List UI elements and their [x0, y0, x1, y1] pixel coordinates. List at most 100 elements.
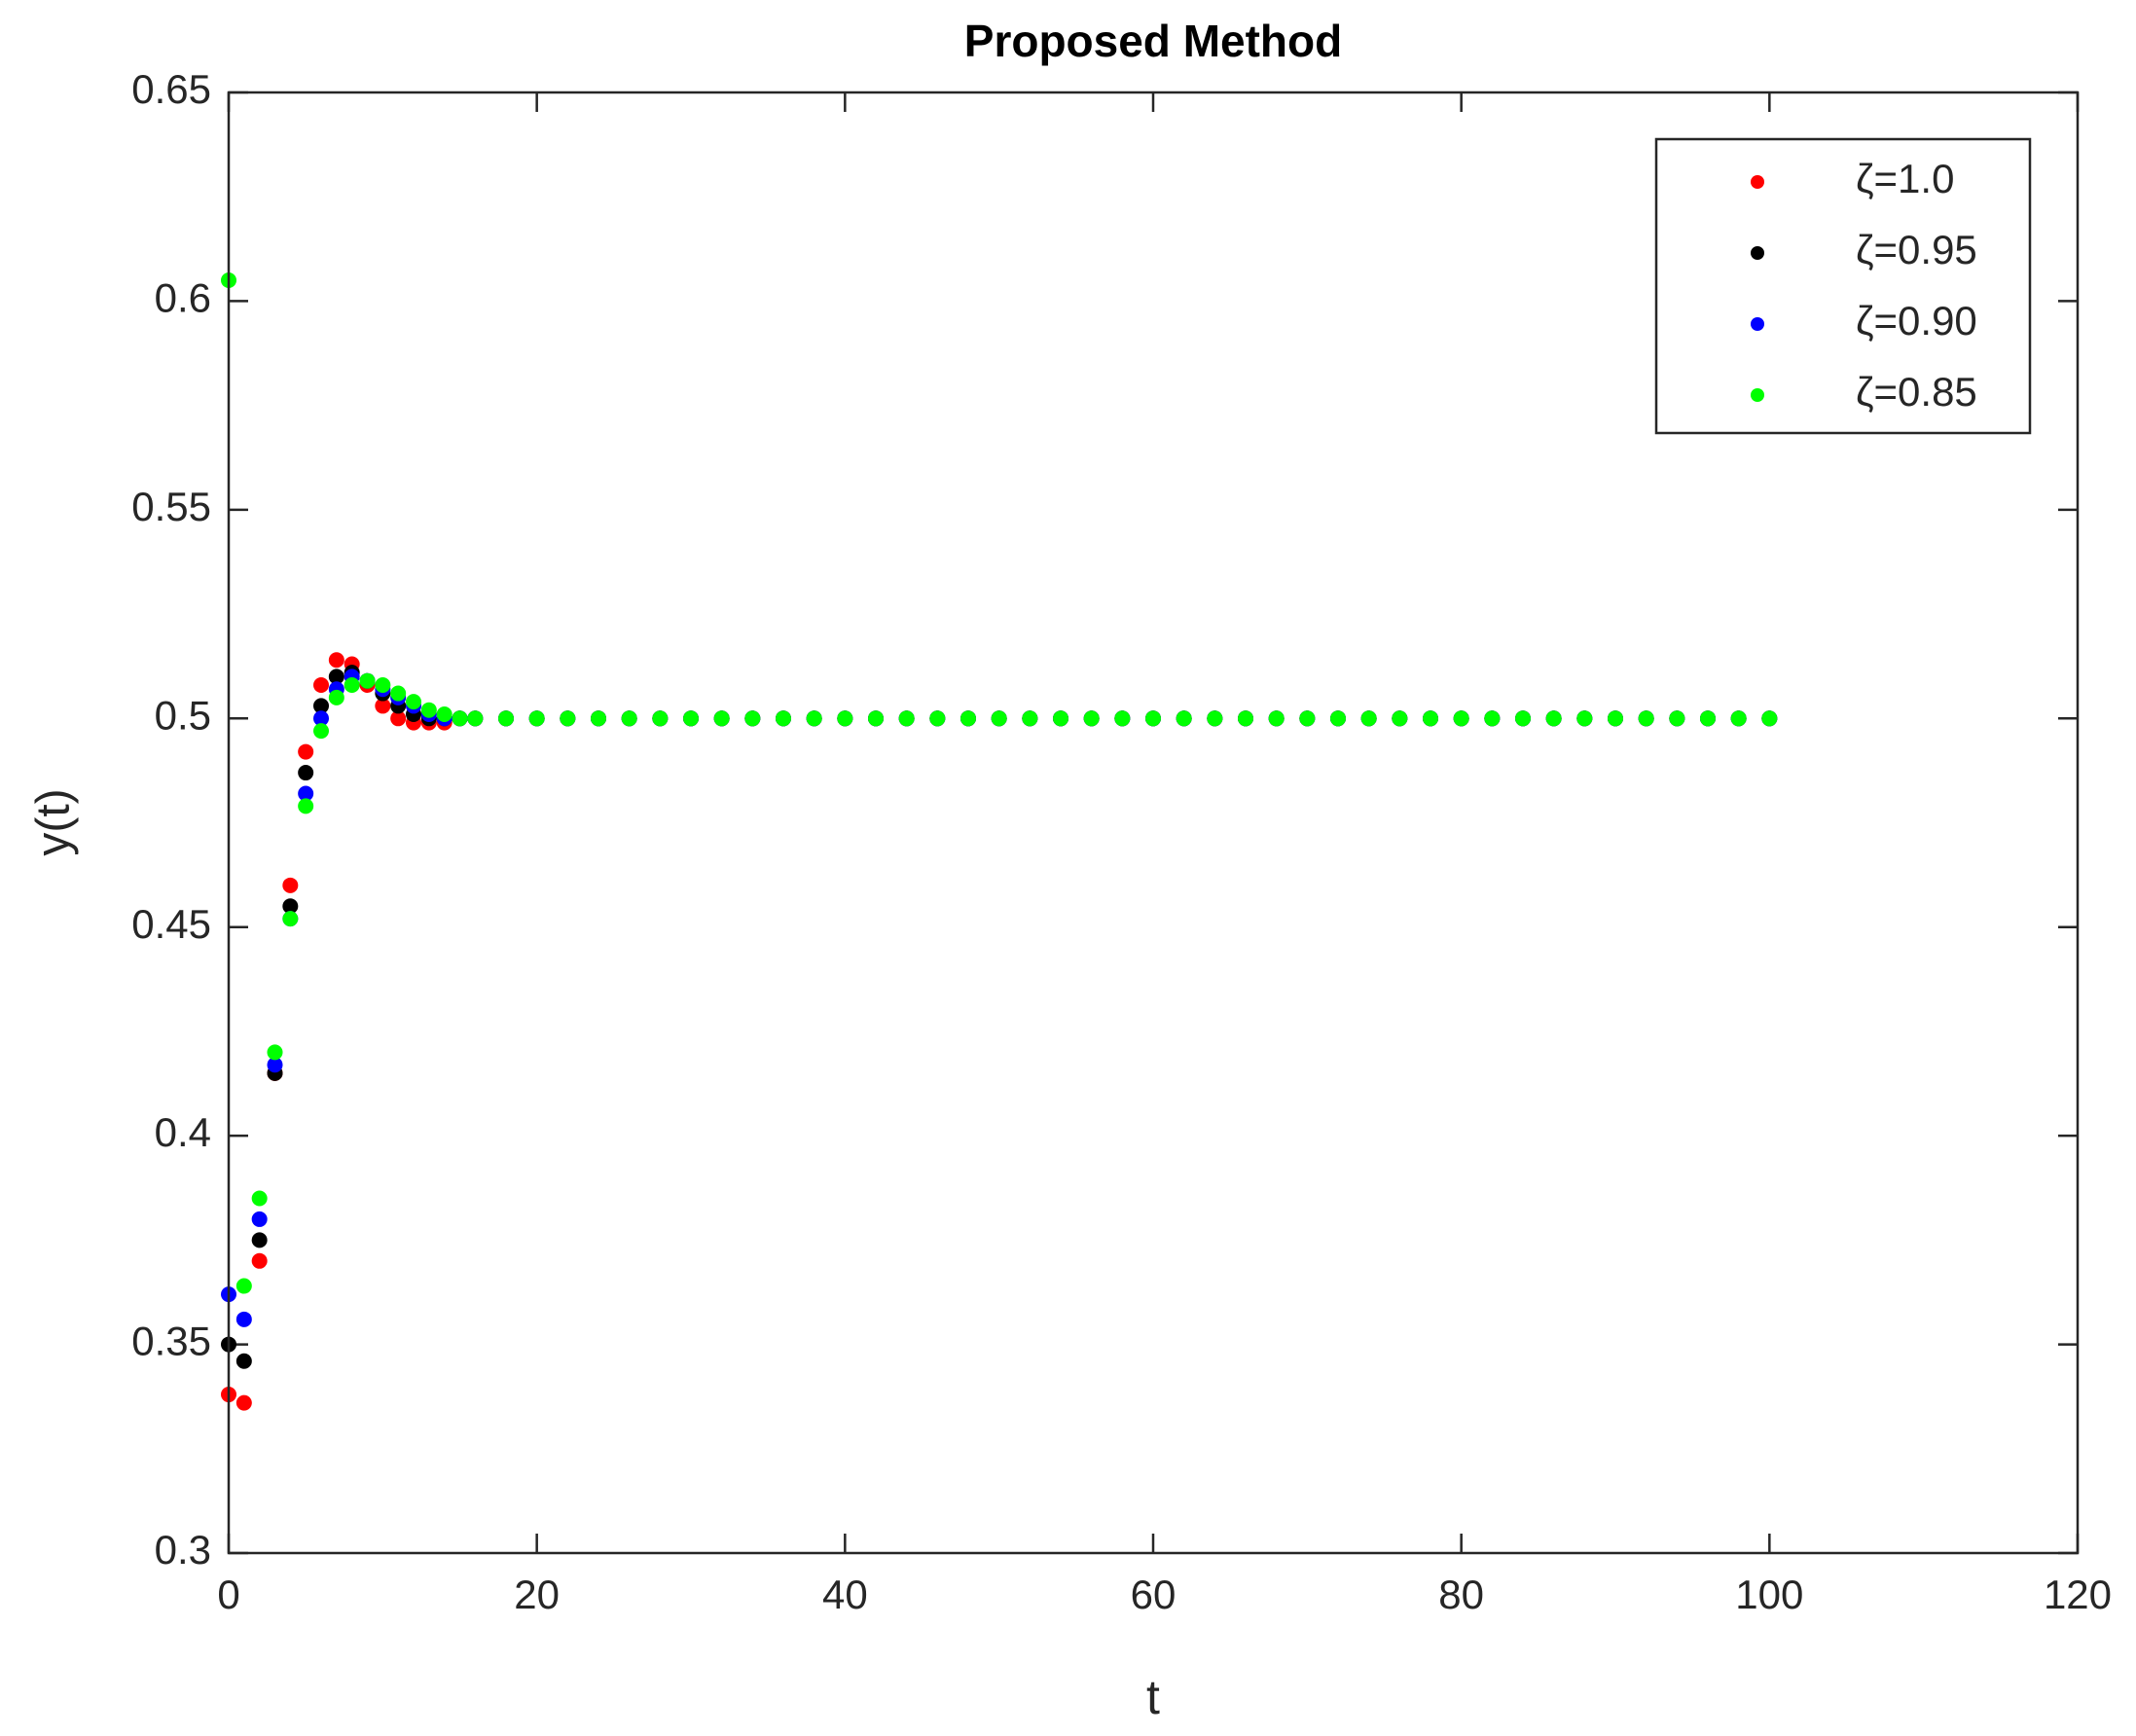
y-tick-label: 0.6: [155, 275, 211, 321]
point: [868, 710, 884, 727]
point: [390, 685, 407, 702]
point: [1700, 710, 1716, 727]
x-tick-label: 80: [1438, 1572, 1484, 1617]
y-tick-label: 0.4: [155, 1109, 211, 1155]
point: [267, 1057, 283, 1073]
point: [837, 710, 853, 727]
y-tick-label: 0.35: [131, 1319, 211, 1364]
y-tick-label: 0.65: [131, 66, 211, 112]
legend: ζ=1.0 ζ=0.95 ζ=0.90 ζ=0.85: [1654, 137, 2032, 435]
point: [1576, 710, 1593, 727]
point: [1145, 710, 1161, 727]
point: [1053, 710, 1068, 727]
point: [960, 710, 976, 727]
point: [359, 672, 376, 689]
point: [929, 710, 946, 727]
point: [298, 765, 314, 781]
point: [776, 710, 791, 727]
legend-marker: [1751, 317, 1764, 331]
point: [621, 710, 637, 727]
point: [991, 710, 1007, 727]
point: [328, 652, 344, 669]
legend-marker: [1751, 175, 1764, 189]
point: [1730, 710, 1747, 727]
legend-marker: [1751, 246, 1764, 260]
point: [467, 710, 484, 727]
point: [1638, 710, 1654, 727]
point: [375, 676, 391, 693]
y-tick-label: 0.5: [155, 692, 211, 738]
point: [298, 785, 314, 802]
point: [452, 710, 468, 727]
point: [1515, 710, 1531, 727]
legend-label: ζ=0.95: [1856, 227, 1977, 272]
point: [744, 710, 761, 727]
legend-box: [1654, 137, 2032, 435]
point: [328, 669, 344, 685]
point: [1083, 710, 1100, 727]
point: [1484, 710, 1501, 727]
point: [235, 1353, 252, 1369]
point: [591, 710, 606, 727]
point: [313, 698, 329, 714]
point: [1423, 710, 1438, 727]
point: [1022, 710, 1038, 727]
point: [313, 676, 329, 693]
point: [282, 898, 299, 915]
series: [221, 271, 1778, 1294]
point: [298, 798, 314, 814]
point: [683, 710, 699, 727]
point: [282, 877, 299, 893]
point: [328, 689, 344, 705]
legend-label: ζ=1.0: [1856, 156, 1954, 201]
point: [436, 705, 453, 722]
point: [528, 710, 545, 727]
x-tick-label: 60: [1131, 1572, 1177, 1617]
point: [406, 694, 421, 710]
y-axis-label: y(t): [28, 788, 80, 855]
point: [713, 710, 730, 727]
point: [1299, 710, 1316, 727]
x-tick-label: 20: [514, 1572, 560, 1617]
point: [235, 1278, 252, 1294]
y-tick-label: 0.45: [131, 901, 211, 947]
point: [313, 723, 329, 740]
x-tick-label: 120: [2044, 1572, 2112, 1617]
point: [267, 1044, 283, 1061]
point: [1268, 710, 1285, 727]
point: [652, 710, 669, 727]
point: [251, 1252, 268, 1269]
chart-title: Proposed Method: [964, 16, 1342, 66]
y-tick-label: 0.55: [131, 484, 211, 529]
point: [1608, 710, 1623, 727]
point: [282, 911, 299, 927]
point: [806, 710, 822, 727]
point: [1392, 710, 1408, 727]
point: [1330, 710, 1346, 727]
x-axis-label: t: [1146, 1670, 1160, 1724]
x-tick-label: 100: [1735, 1572, 1803, 1617]
point: [1238, 710, 1253, 727]
point: [1545, 710, 1562, 727]
point: [1207, 710, 1223, 727]
plot-frame: [227, 90, 2080, 1555]
point: [390, 710, 407, 727]
point: [313, 710, 329, 727]
point: [235, 1394, 252, 1411]
point: [1114, 710, 1131, 727]
legend-marker: [1751, 388, 1764, 402]
point: [1761, 710, 1778, 727]
point: [1453, 710, 1469, 727]
y-tick-label: 0.3: [155, 1527, 211, 1573]
x-tick-label: 0: [217, 1572, 239, 1617]
point: [251, 1211, 268, 1227]
x-tick-label: 40: [822, 1572, 868, 1617]
point: [298, 743, 314, 760]
legend-label: ζ=0.85: [1856, 369, 1977, 415]
point: [235, 1311, 252, 1327]
point: [498, 710, 514, 727]
point: [251, 1232, 268, 1248]
point: [1176, 710, 1192, 727]
point: [1669, 710, 1685, 727]
